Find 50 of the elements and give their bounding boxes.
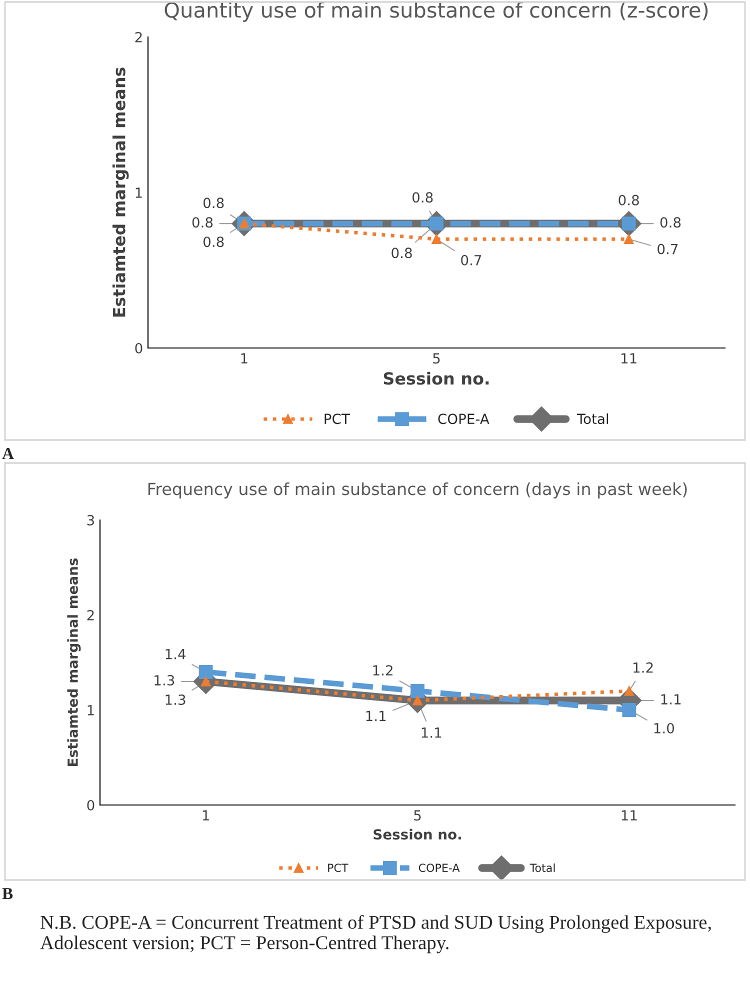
data-label: 1.0 bbox=[654, 722, 674, 734]
data-label: 1.2 bbox=[634, 662, 653, 673]
data-label: 1.3 bbox=[154, 675, 174, 686]
data-label: 1.1 bbox=[366, 710, 386, 721]
y-tick-label: 2 bbox=[87, 610, 94, 620]
x-tick-label: 11 bbox=[622, 810, 637, 820]
x-tick-label: 5 bbox=[433, 353, 440, 364]
x-axis-title: Session no. bbox=[384, 372, 489, 385]
data-label: 0.8 bbox=[203, 236, 224, 248]
legend-label: COPE-A bbox=[438, 414, 490, 424]
data-label: 0.7 bbox=[658, 244, 678, 254]
legend-label: Total bbox=[576, 413, 608, 424]
legend-label: PCT bbox=[324, 414, 350, 424]
y-tick-label: 2 bbox=[135, 32, 142, 42]
legend-label: Total bbox=[530, 863, 555, 872]
text: N.B. COPE-A = Concurrent Treatment of PTSD and SUD Using Prolonged Exposure, Adolescent version; PCT = Person-Centred Therapy. bbox=[40, 915, 711, 954]
data-label: 1.1 bbox=[661, 694, 681, 704]
text: A bbox=[2, 448, 14, 460]
y-tick-label: 1 bbox=[88, 705, 94, 716]
chart-title: Frequency use of main substance of concern (days in past week) bbox=[148, 482, 687, 498]
x-axis-title: Session no. bbox=[374, 828, 461, 840]
point bbox=[198, 665, 213, 679]
y-tick-label: 0 bbox=[87, 800, 94, 810]
data-label: 1.1 bbox=[422, 728, 442, 738]
y-tick-label: 1 bbox=[136, 188, 142, 198]
data-label: 0.8 bbox=[618, 194, 639, 206]
point bbox=[410, 684, 424, 698]
y-tick-label: 0 bbox=[135, 342, 142, 354]
point bbox=[622, 703, 636, 717]
data-label: 0.7 bbox=[461, 254, 482, 266]
y-tick-label: 3 bbox=[87, 514, 94, 526]
data-label: 1.2 bbox=[373, 665, 392, 676]
data-label: 0.8 bbox=[192, 217, 213, 228]
legend-label: PCT bbox=[328, 864, 348, 872]
data-label: 0.8 bbox=[412, 192, 433, 203]
data-label: 0.8 bbox=[203, 198, 224, 208]
data-label: 0.8 bbox=[660, 217, 681, 228]
x-tick-label: 5 bbox=[414, 810, 421, 821]
data-label: 0.8 bbox=[392, 248, 412, 258]
point bbox=[624, 686, 634, 696]
legend-label: COPE-A bbox=[418, 864, 460, 872]
data-label: 1.4 bbox=[166, 649, 186, 660]
chart-title: Quantity use of main substance of concern (z-score) bbox=[164, 2, 708, 22]
x-tick-label: 1 bbox=[241, 353, 248, 364]
y-axis-title: Estiamted marginal means bbox=[112, 68, 129, 317]
x-tick-label: 1 bbox=[202, 810, 209, 820]
y-axis-title: Estiamted marginal means bbox=[67, 558, 81, 766]
data-label: 1.3 bbox=[166, 694, 186, 705]
text: B bbox=[2, 888, 13, 900]
x-tick-label: 11 bbox=[622, 353, 636, 364]
